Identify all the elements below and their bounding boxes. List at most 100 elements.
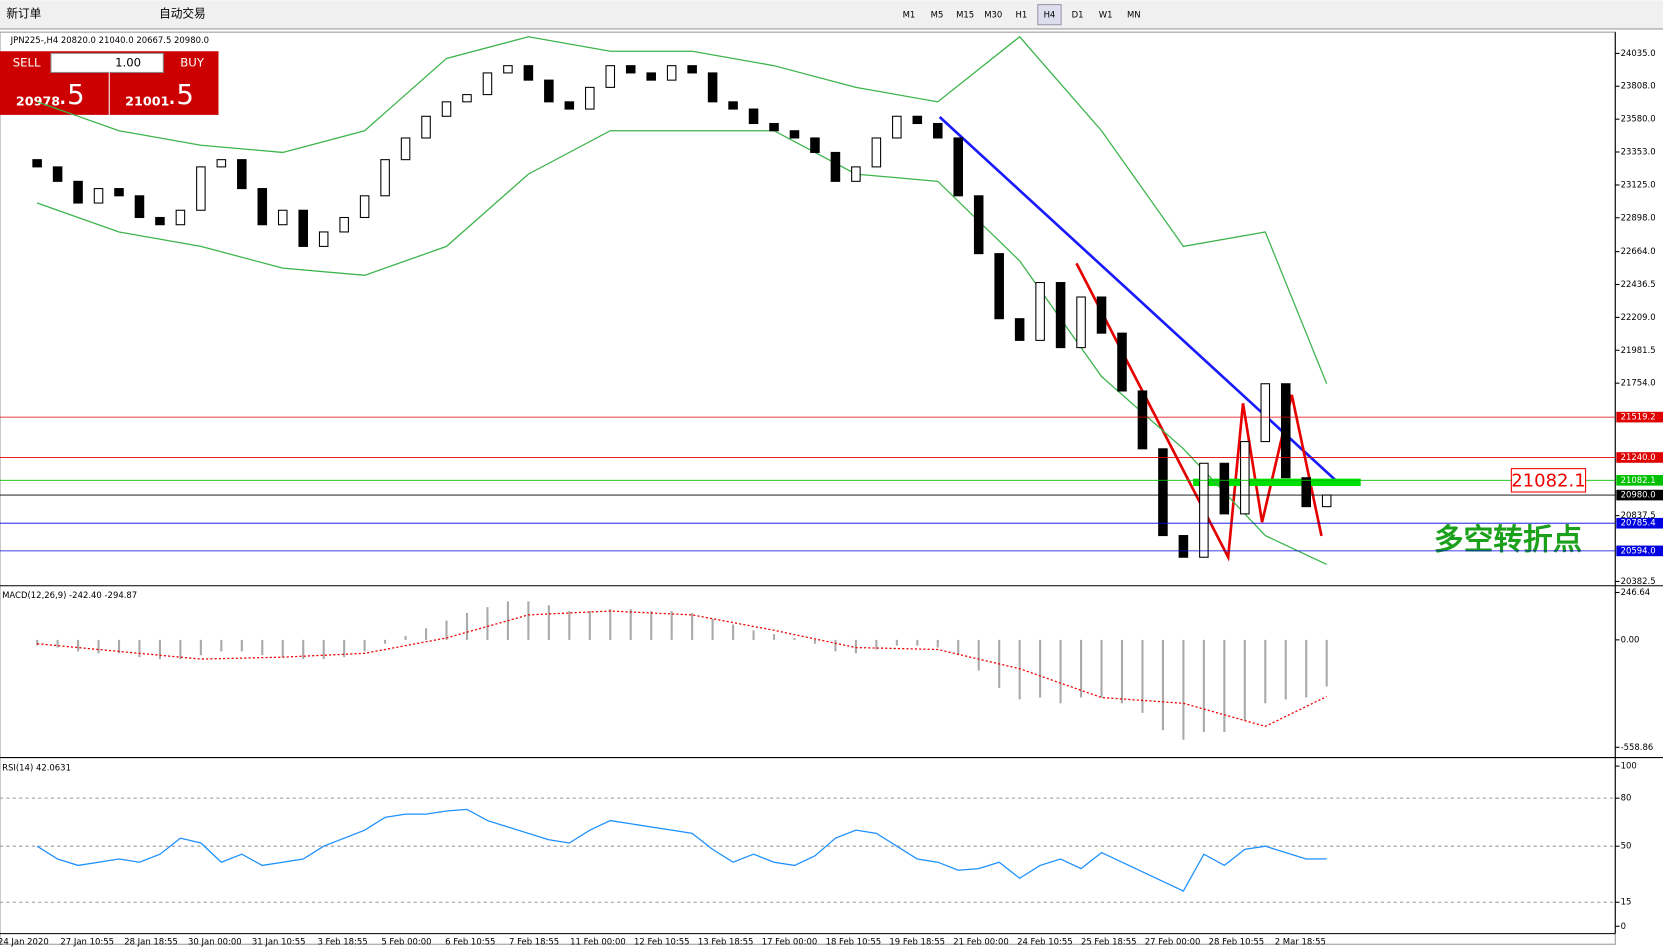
candle (237, 159, 247, 190)
lots-box[interactable] (50, 52, 164, 73)
candle (73, 180, 83, 204)
y-tick-label: 246.64 (1621, 587, 1651, 597)
y-tick-label: 23808.0 (1621, 81, 1656, 91)
candle (1014, 318, 1025, 341)
callout-box (1510, 468, 1587, 493)
x-tick-label: 5 Feb 00:00 (381, 937, 431, 947)
candle (1117, 332, 1127, 392)
candle (810, 137, 820, 153)
lots[interactable]: 1.00 (115, 55, 141, 69)
order-panel: SELL BUY 1.00 20978 .5 21001 .5 (0, 51, 219, 115)
macd-signal (37, 610, 1327, 728)
sell-button[interactable]: SELL (13, 55, 41, 69)
candle (1055, 282, 1066, 349)
y-tick-label: 15 (1621, 897, 1632, 907)
timeframe-button[interactable]: MN (1127, 10, 1141, 20)
x-tick-label: 30 Jan 00:00 (188, 937, 242, 947)
y-tick-label: 20382.5 (1621, 576, 1656, 586)
x-tick-label: 12 Feb 10:55 (634, 937, 690, 947)
ask-fraction[interactable]: .5 (168, 78, 194, 111)
y-tick-label: 24035.0 (1621, 48, 1656, 58)
rsi-line (36, 808, 1327, 892)
price-level-label: 20594.0 (1621, 545, 1656, 555)
y-tick-label: 23353.0 (1621, 146, 1656, 156)
y-tick-label: 23125.0 (1621, 179, 1656, 189)
pane-title: JPN225-,H4 20820.0 21040.0 20667.5 20980… (10, 35, 209, 45)
timeframe-button[interactable]: M30 (984, 10, 1002, 20)
new-order-button[interactable]: 新订单 (6, 7, 41, 21)
ask-price[interactable]: 21001 (125, 94, 169, 109)
x-tick-label: 24 Jan 2020 (0, 937, 49, 947)
timeframe-button[interactable]: M5 (931, 10, 944, 20)
y-tick-label: 23580.0 (1621, 114, 1656, 124)
price-level-tag (1616, 452, 1663, 463)
candle (482, 72, 493, 96)
candle (1301, 477, 1311, 508)
y-tick-label: 100 (1621, 761, 1637, 771)
candle (728, 101, 738, 110)
price-level-label: 20980.0 (1621, 490, 1656, 500)
x-tick-label: 18 Feb 10:55 (826, 937, 882, 947)
pane-title: RSI(14) 42.0631 (2, 763, 71, 773)
bollinger-lower (36, 130, 1327, 566)
x-tick-label: 28 Feb 10:55 (1209, 937, 1265, 947)
candle (359, 195, 370, 219)
candle (114, 188, 124, 197)
callout-label: 21082.1 (1511, 470, 1586, 491)
candle (973, 195, 984, 255)
candle (851, 166, 861, 182)
candle (687, 65, 697, 74)
candle (175, 209, 186, 226)
candle (1280, 383, 1291, 479)
candle (1035, 282, 1045, 341)
timeframe-button[interactable]: D1 (1072, 10, 1084, 20)
x-tick-label: 31 Jan 10:55 (252, 937, 306, 947)
timeframe-button[interactable]: H4 (1044, 10, 1056, 20)
x-tick-label: 24 Feb 10:55 (1017, 937, 1073, 947)
timeframe-button[interactable]: M1 (903, 10, 916, 20)
timeframe-button[interactable]: H1 (1015, 10, 1027, 20)
bollinger-upper (36, 35, 1328, 384)
candle (134, 195, 145, 219)
candle (380, 159, 390, 197)
x-tick-label: 27 Feb 00:00 (1145, 937, 1201, 947)
candle (1137, 390, 1148, 450)
candle (1158, 448, 1168, 537)
price-level-tag (1616, 475, 1663, 486)
x-tick-label: 2 Mar 18:55 (1275, 937, 1326, 947)
y-tick-label: 22436.5 (1621, 279, 1656, 289)
price-level-label: 21519.2 (1621, 412, 1656, 422)
candle (257, 188, 268, 226)
timeframe-button[interactable]: W1 (1099, 10, 1113, 20)
price-level-tag (1616, 411, 1663, 423)
candle (625, 65, 636, 74)
candle (1260, 383, 1271, 443)
timeframe-button[interactable]: M15 (956, 10, 974, 20)
candle (564, 101, 575, 110)
price-level-label: 20785.4 (1621, 518, 1656, 528)
auto-trading-button[interactable]: 自动交易 (159, 7, 206, 21)
candle (932, 122, 943, 139)
bid-price[interactable]: 20978 (16, 94, 60, 109)
candle (1199, 462, 1209, 558)
x-tick-label: 27 Jan 10:55 (60, 937, 114, 947)
candle (1321, 494, 1332, 508)
candle (93, 188, 104, 204)
buy-button[interactable]: BUY (180, 55, 205, 69)
candle (1076, 296, 1086, 349)
candle (544, 79, 554, 103)
y-tick-label: -558.86 (1621, 742, 1654, 752)
drawings (938, 116, 1361, 562)
annotation: 多空转折点 (1434, 523, 1582, 558)
x-tick-label: 17 Feb 00:00 (762, 937, 818, 947)
bid-fraction[interactable]: .5 (58, 78, 84, 111)
candle (503, 65, 513, 74)
x-tick-label: 7 Feb 18:55 (509, 937, 559, 947)
candle (421, 115, 431, 139)
candle (707, 72, 718, 103)
price-level-tag (1616, 489, 1663, 501)
y-tick-label: 50 (1621, 841, 1632, 851)
price-level-tag (1616, 517, 1663, 529)
